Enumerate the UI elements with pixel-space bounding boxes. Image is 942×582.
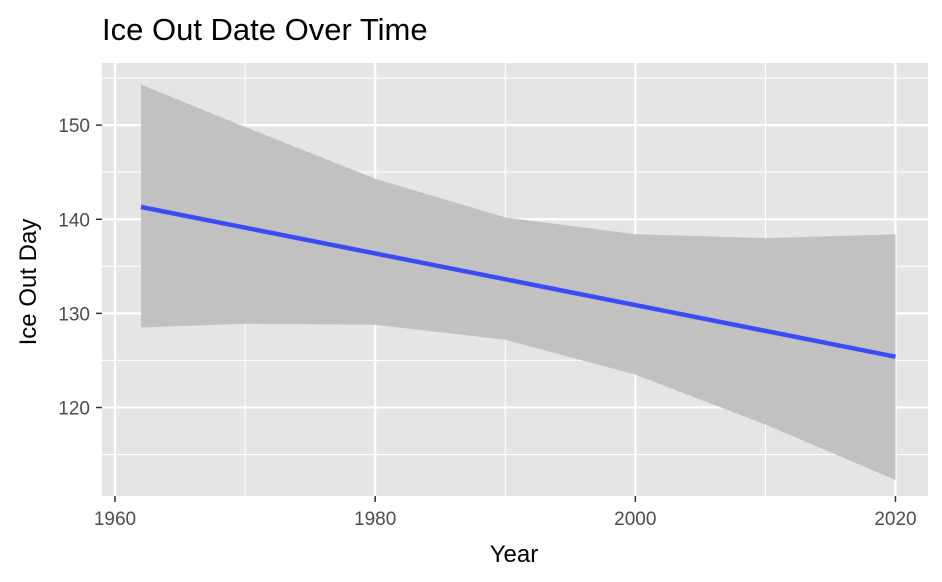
series-line-layer — [140, 204, 896, 359]
trend-line — [140, 204, 896, 359]
x-tick-label: 1980 — [354, 509, 396, 530]
y-axis-title: Ice Out Day — [15, 219, 42, 346]
x-tick-label: 1960 — [94, 509, 136, 530]
x-tick-label: 2000 — [614, 509, 656, 530]
y-tick-label: 130 — [58, 304, 90, 325]
y-tick-label: 120 — [58, 399, 90, 420]
y-tick-label: 150 — [58, 116, 90, 137]
chart-title: Ice Out Date Over Time — [102, 12, 428, 47]
x-tick-label: 2020 — [874, 509, 916, 530]
x-axis-title: Year — [490, 541, 539, 568]
y-tick-label: 140 — [58, 210, 90, 231]
axes-layer: 1960 1980 2000 2020 120 130 140 150 — [58, 116, 916, 530]
